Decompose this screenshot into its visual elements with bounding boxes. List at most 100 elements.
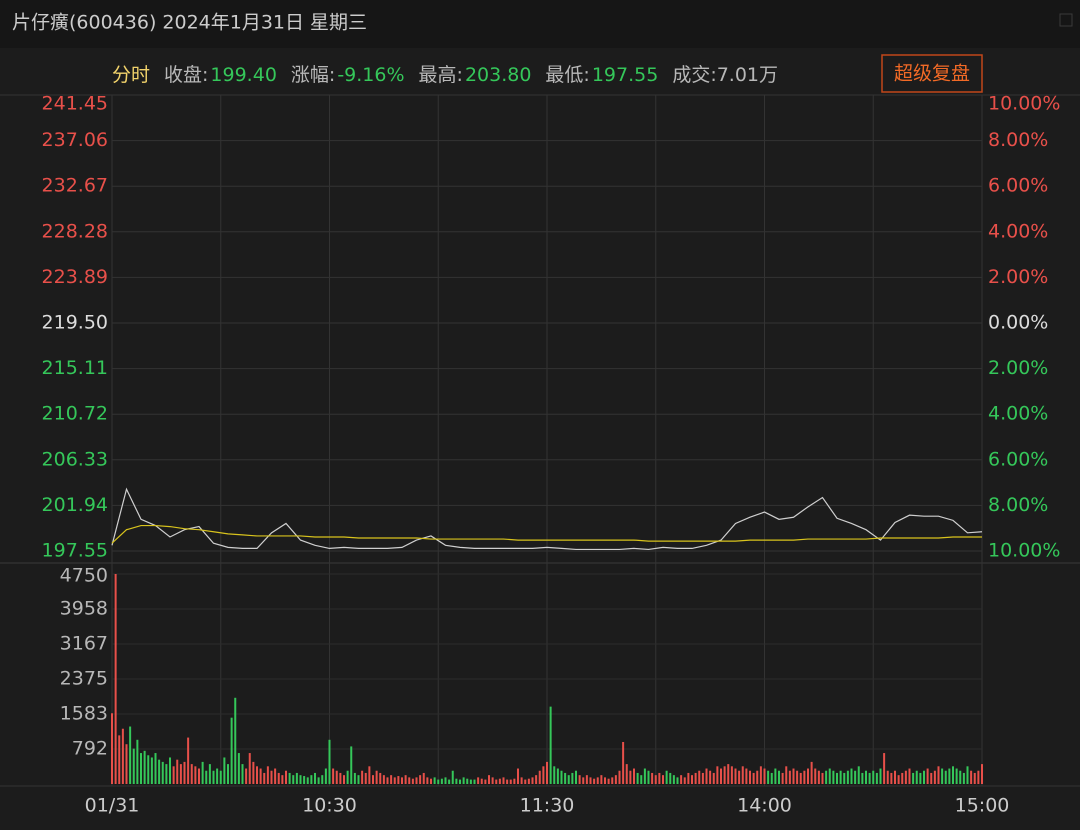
- info-label: 收盘:: [164, 64, 208, 86]
- volume-bar: [582, 777, 585, 784]
- volume-bar: [770, 772, 773, 784]
- volume-bar: [727, 764, 730, 784]
- volume-bar: [665, 770, 668, 784]
- volume-bar: [150, 757, 153, 784]
- replay-button[interactable]: [881, 54, 983, 93]
- volume-bar: [187, 737, 190, 784]
- volume-bar: [709, 770, 712, 784]
- y-tick-label: 210.72: [42, 403, 108, 425]
- volume-bar: [636, 772, 639, 784]
- volume-bar: [379, 772, 382, 784]
- volume-bar: [814, 768, 817, 784]
- volume-bar: [375, 770, 378, 784]
- volume-bar: [491, 777, 494, 784]
- y2-tick-label: 0.00%: [988, 312, 1048, 334]
- volume-bar: [339, 772, 342, 784]
- info-value: 203.80: [465, 64, 531, 86]
- volume-bar: [455, 778, 458, 784]
- volume-bar: [767, 770, 770, 784]
- y2-tick-label: 6.00%: [988, 175, 1048, 197]
- volume-bar: [310, 775, 313, 784]
- volume-bar: [230, 717, 233, 784]
- y-tick-label: 219.50: [42, 312, 108, 334]
- volume-bar: [933, 770, 936, 784]
- volume-bar: [118, 735, 121, 784]
- volume-bar: [981, 764, 983, 784]
- volume-bar: [799, 772, 802, 784]
- volume-bar: [629, 770, 632, 784]
- volume-bar: [680, 775, 683, 784]
- volume-bar: [509, 779, 512, 784]
- volume-bar: [828, 768, 831, 784]
- volume-bar: [274, 768, 277, 784]
- volume-bar: [469, 779, 472, 784]
- volume-bar: [324, 768, 327, 784]
- info-value: 197.55: [592, 64, 658, 86]
- volume-bar: [172, 766, 175, 784]
- y2-tick-label: 8.00%: [988, 494, 1048, 516]
- volume-bar: [480, 778, 483, 784]
- volume-bar: [643, 768, 646, 784]
- x-tick-label: 01/31: [85, 795, 140, 817]
- volume-bar: [843, 772, 846, 784]
- volume-bar: [266, 766, 269, 784]
- volume-bar: [672, 775, 675, 784]
- replay-button-label[interactable]: 超级复盘: [894, 63, 970, 85]
- volume-bar: [745, 768, 748, 784]
- y2-tick-label: 2.00%: [988, 357, 1048, 379]
- volume-bar: [578, 775, 581, 784]
- volume-bar: [227, 764, 229, 784]
- volume-bar: [941, 768, 944, 784]
- volume-bar: [179, 764, 182, 784]
- volume-bar: [585, 775, 588, 784]
- info-label: 最高:: [419, 64, 463, 86]
- volume-bar: [386, 777, 389, 784]
- volume-bar: [277, 772, 280, 784]
- volume-bar: [817, 770, 820, 784]
- volume-bar: [176, 759, 179, 784]
- info-value: 199.40: [210, 64, 276, 86]
- y-tick-label: 215.11: [42, 357, 108, 379]
- volume-bar: [611, 777, 614, 784]
- volume-bar: [426, 777, 429, 784]
- volume-bar: [219, 770, 222, 784]
- volume-bar: [901, 772, 904, 784]
- volume-bar: [647, 770, 650, 784]
- volume-bar: [890, 772, 893, 784]
- volume-bar: [477, 777, 480, 784]
- volume-bar: [825, 770, 828, 784]
- volume-bar: [846, 770, 849, 784]
- volume-bar: [955, 768, 958, 784]
- volume-bar: [546, 761, 548, 784]
- volume-bar: [408, 777, 411, 784]
- volume-bar: [788, 770, 791, 784]
- volume-tick-label: 1583: [60, 703, 108, 725]
- volume-bar: [462, 777, 465, 784]
- volume-bar: [687, 772, 690, 784]
- volume-bar: [498, 778, 501, 784]
- volume-bar: [466, 778, 469, 784]
- volume-bar: [542, 766, 545, 784]
- volume-bar: [295, 772, 298, 784]
- y-tick-label: 201.94: [42, 494, 108, 516]
- volume-bar: [894, 770, 896, 784]
- volume-bar: [321, 775, 324, 784]
- volume-bar: [299, 775, 302, 784]
- volume-bar: [114, 574, 117, 784]
- volume-bar: [350, 746, 353, 784]
- volume-bar: [306, 777, 309, 784]
- volume-bar: [571, 772, 574, 784]
- x-tick-label: 10:30: [302, 795, 357, 817]
- volume-bar: [807, 768, 809, 784]
- volume-bar: [198, 768, 200, 784]
- window-control[interactable]: [1059, 13, 1073, 27]
- volume-bar: [897, 775, 900, 784]
- volume-bar: [535, 775, 538, 784]
- volume-bar: [607, 778, 610, 784]
- volume-bar: [614, 775, 617, 784]
- volume-bar: [589, 777, 592, 784]
- info-line: 分时 收盘: 199.40 涨幅: -9.16% 最高: 203.80 最低: 197.55 成交…: [112, 64, 778, 86]
- volume-tick-label: 3167: [60, 632, 108, 654]
- volume-bar: [259, 768, 262, 784]
- volume-bar: [234, 697, 237, 784]
